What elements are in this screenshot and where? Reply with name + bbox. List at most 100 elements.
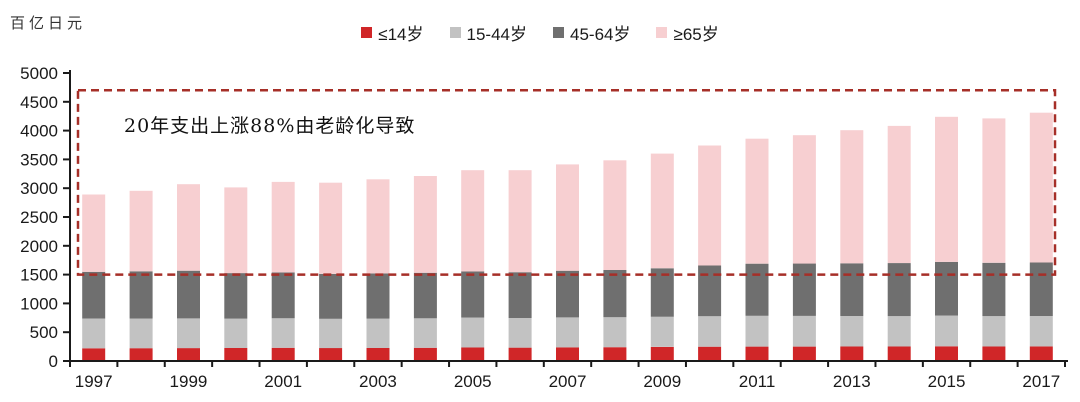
bar-segment-2017-2 xyxy=(1029,262,1053,316)
bar-segment-2009-0 xyxy=(650,346,674,361)
bar-segment-2010-3 xyxy=(698,145,722,266)
bar-segment-2014-3 xyxy=(887,125,911,264)
bar-segment-2008-1 xyxy=(603,317,627,348)
bar-segment-2007-0 xyxy=(556,347,579,361)
bar-segment-2013-3 xyxy=(840,130,864,264)
bar-segment-1998-3 xyxy=(129,190,153,272)
bar-segment-2006-1 xyxy=(508,318,532,348)
bar-segment-2009-1 xyxy=(650,316,674,347)
bar-segment-2015-0 xyxy=(935,346,958,361)
bar-segment-2014-2 xyxy=(887,263,911,317)
bar-segment-2017-1 xyxy=(1029,316,1053,347)
x-axis-label: 2003 xyxy=(359,372,397,391)
bar-segment-2008-0 xyxy=(603,347,627,361)
y-axis-label: 500 xyxy=(30,323,58,342)
bar-segment-1999-0 xyxy=(177,348,200,361)
y-axis-label: 4000 xyxy=(20,122,58,141)
bar-segment-2015-1 xyxy=(935,315,958,347)
bar-segment-2009-3 xyxy=(650,153,674,269)
bar-segment-1999-1 xyxy=(177,318,200,349)
bar-segment-2004-1 xyxy=(413,318,437,348)
legend-label: ≤14岁 xyxy=(378,25,424,44)
x-axis-label: 2007 xyxy=(549,372,587,391)
x-axis-label: 2011 xyxy=(739,372,776,391)
bar-segment-2011-2 xyxy=(745,263,769,316)
bar-segment-2005-0 xyxy=(461,347,485,361)
bar-segment-2006-3 xyxy=(508,170,532,273)
bar-segment-1997-2 xyxy=(82,271,106,319)
bar-segment-2003-1 xyxy=(366,318,390,348)
y-axis-label: 1000 xyxy=(20,294,58,313)
bar-segment-2016-1 xyxy=(982,316,1006,347)
bar-segment-2015-3 xyxy=(935,116,958,262)
y-axis-label: 0 xyxy=(49,352,58,371)
bar-segment-2001-3 xyxy=(271,181,295,273)
y-axis-label: 3500 xyxy=(20,150,58,169)
y-axis-label: 2000 xyxy=(20,237,58,256)
legend-swatch-icon xyxy=(361,27,373,38)
y-axis-unit-label: 百亿日元 xyxy=(10,14,87,32)
bar-segment-2001-0 xyxy=(271,347,295,361)
bar-segment-1997-0 xyxy=(82,348,106,361)
bar-segment-1999-3 xyxy=(177,184,200,271)
y-axis-label: 3000 xyxy=(20,179,58,198)
bar-segment-1998-2 xyxy=(129,271,153,319)
bar-segment-1998-1 xyxy=(129,318,153,349)
x-axis-label: 2005 xyxy=(454,372,492,391)
bar-segment-1999-2 xyxy=(177,270,200,319)
x-axis-label: 2015 xyxy=(928,372,966,391)
bar-segment-2013-1 xyxy=(840,316,864,347)
bar-segment-2000-2 xyxy=(224,273,248,319)
x-axis-label: 2017 xyxy=(1022,372,1060,391)
bar-segment-2003-3 xyxy=(366,179,390,274)
x-axis-label: 2001 xyxy=(264,372,302,391)
legend-swatch-icon xyxy=(656,27,668,38)
legend-item-1: 15-44岁 xyxy=(449,20,527,45)
legend-item-3: ≥65岁 xyxy=(656,20,719,45)
bar-segment-2002-3 xyxy=(319,182,343,274)
bar-segment-2010-1 xyxy=(698,316,722,347)
bar-segment-2007-1 xyxy=(556,317,579,348)
bar-segment-2011-3 xyxy=(745,138,769,264)
bar-segment-2008-3 xyxy=(603,160,627,270)
bar-segment-2001-1 xyxy=(271,318,295,348)
x-axis-label: 2013 xyxy=(833,372,871,391)
bar-segment-2012-1 xyxy=(792,316,816,347)
bar-segment-2001-2 xyxy=(271,272,295,319)
y-axis-label: 1500 xyxy=(20,266,58,285)
bar-segment-2006-0 xyxy=(508,347,532,361)
bar-segment-2000-1 xyxy=(224,318,248,348)
bar-segment-2004-3 xyxy=(413,176,437,273)
x-axis-label: 2009 xyxy=(643,372,681,391)
bar-segment-2014-0 xyxy=(887,346,911,361)
y-axis-label: 4500 xyxy=(20,93,58,112)
bar-segment-2016-0 xyxy=(982,346,1006,361)
bar-segment-2003-0 xyxy=(366,348,390,361)
bar-segment-2005-3 xyxy=(461,170,485,272)
bar-segment-2011-1 xyxy=(745,315,769,347)
bar-segment-1997-3 xyxy=(82,194,106,272)
bar-segment-2005-2 xyxy=(461,271,485,318)
legend-swatch-icon xyxy=(553,27,564,38)
aging-annotation-text: 20年支出上涨88%由老龄化导致 xyxy=(124,115,416,137)
legend-swatch-icon xyxy=(449,27,461,38)
bar-segment-2010-2 xyxy=(698,265,722,317)
bar-segment-2017-0 xyxy=(1029,346,1053,361)
bar-segment-2008-2 xyxy=(603,270,627,318)
bar-segment-2012-3 xyxy=(792,135,816,264)
bar-segment-2004-2 xyxy=(413,272,437,319)
bar-segment-2013-0 xyxy=(840,346,864,361)
annotation-dashed-box xyxy=(76,89,1057,276)
bar-segment-2002-0 xyxy=(319,348,343,361)
legend-label: 45-64岁 xyxy=(570,25,631,44)
bar-segment-2017-3 xyxy=(1029,112,1053,263)
y-axis-label: 5000 xyxy=(20,64,58,83)
bar-segment-2007-2 xyxy=(556,270,579,318)
bar-segment-2016-2 xyxy=(982,262,1006,317)
bar-segment-2011-0 xyxy=(745,346,769,361)
legend-label: ≥65岁 xyxy=(673,25,719,44)
bar-segment-2006-2 xyxy=(508,272,532,318)
bar-segment-2000-0 xyxy=(224,348,248,361)
legend-item-2: 45-64岁 xyxy=(553,20,630,45)
bar-segment-2005-1 xyxy=(461,317,485,348)
